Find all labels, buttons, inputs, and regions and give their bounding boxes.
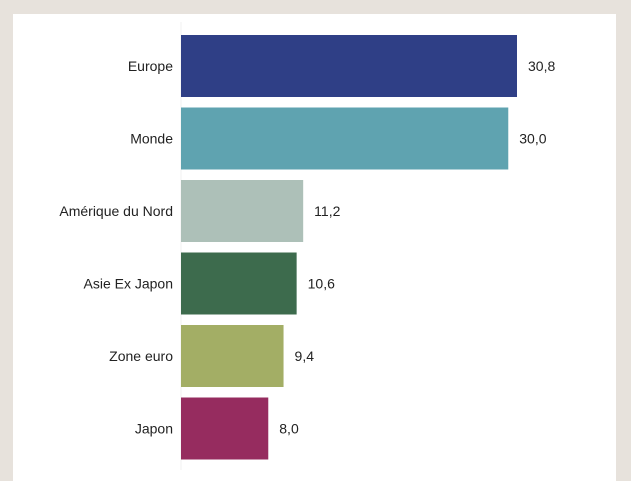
bar-4	[181, 325, 284, 387]
value-label-1: 30,0	[519, 131, 546, 147]
value-label-3: 10,6	[308, 276, 335, 292]
value-label-5: 8,0	[279, 421, 299, 437]
value-label-0: 30,8	[528, 58, 555, 74]
bar-5	[181, 397, 269, 460]
bar-0	[181, 35, 517, 97]
category-label-0: Europe	[128, 58, 173, 74]
category-label-3: Asie Ex Japon	[84, 276, 174, 292]
value-label-2: 11,2	[314, 203, 340, 219]
category-label-1: Monde	[130, 131, 173, 147]
category-label-5: Japon	[135, 421, 173, 437]
category-label-4: Zone euro	[109, 348, 173, 364]
bar-2	[181, 180, 304, 242]
bar-3	[181, 252, 297, 315]
bar-1	[181, 107, 509, 170]
category-label-2: Amérique du Nord	[59, 203, 173, 219]
value-label-4: 9,4	[295, 348, 315, 364]
